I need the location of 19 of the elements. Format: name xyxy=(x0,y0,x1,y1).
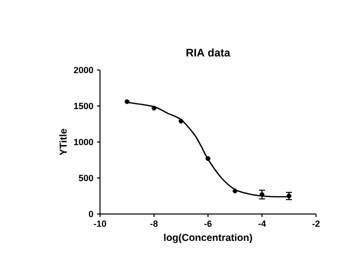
point xyxy=(232,188,238,194)
point xyxy=(206,156,210,161)
point xyxy=(152,106,156,111)
chart-title: RIA data xyxy=(186,48,230,57)
y-axis-title: YTitle xyxy=(59,128,67,156)
x-tick-label: -4 xyxy=(258,220,266,227)
y-tick-label: 1500 xyxy=(74,102,94,110)
point xyxy=(124,99,130,104)
y-tick-label: 1000 xyxy=(74,138,94,146)
y-tick-label: 500 xyxy=(78,174,94,182)
point xyxy=(178,118,184,124)
y-tick-label: 2000 xyxy=(74,66,94,74)
x-tick-label: -8 xyxy=(150,220,158,227)
x-tick-label: -6 xyxy=(204,220,212,227)
point xyxy=(260,192,264,197)
x-tick-label: -2 xyxy=(312,220,320,227)
x-tick-label: -10 xyxy=(94,220,106,227)
y-tick-label: 0 xyxy=(88,210,94,218)
x-axis-title: log(Concentration) xyxy=(164,234,252,244)
